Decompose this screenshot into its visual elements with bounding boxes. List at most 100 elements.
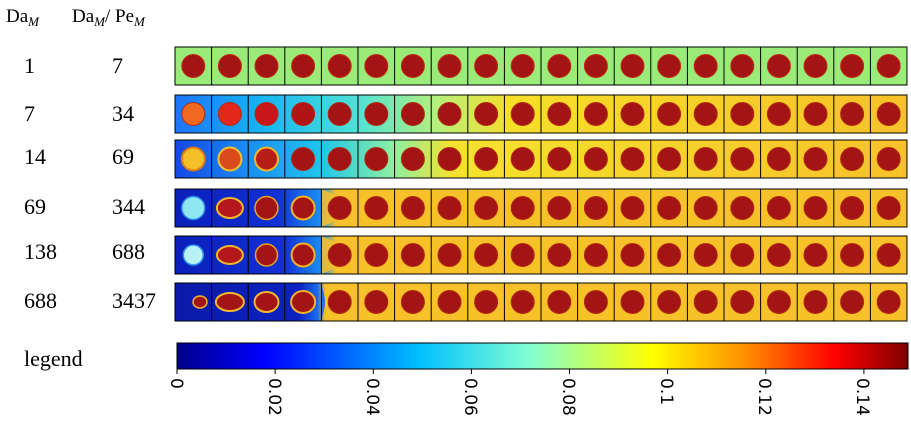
row-4-ratio: 344 [112,194,145,219]
row-1-grain [327,54,352,78]
row-4-grain [290,195,316,221]
row-4-grain [400,196,425,220]
row-5-grain [583,243,608,267]
row-6-grain [766,290,791,314]
row-1-grain [547,54,572,78]
row-4-grain [583,196,608,220]
row-4-grain [730,196,755,220]
header-da-sub: M [28,14,39,29]
row-5-grain [215,245,244,265]
row-2-grain [400,102,425,126]
row-6-grain [876,290,901,314]
row-2-grain [620,102,645,126]
colorbar: 0 0.02 0.04 0.06 0.08 0.1 0.12 0.14 [166,342,909,416]
header-ratio-sep: / Pe [105,6,135,27]
colorbar-tick-label: 0.08 [558,378,578,416]
row-1-grain [474,54,499,78]
row-4-grain [876,196,901,220]
row-6-channel [174,282,908,322]
row-2-grain [510,102,535,126]
row-5-grain [547,243,572,267]
row-2-grain [693,102,718,126]
row-4-channel [174,188,908,228]
row-3-grain [803,147,828,171]
row-2-grain [840,102,865,126]
row-1-grain [291,54,316,78]
row-2-grain [730,102,755,126]
row-2-grain [474,102,499,126]
row-2-grain [766,102,791,126]
row-2-grain [181,102,206,126]
row-1-grain [217,54,242,78]
row-5-grain [400,243,425,267]
row-6-grain [840,290,865,314]
row-6-grain [474,290,499,314]
header-ratio-sub: M [94,14,105,29]
header-da-pe: DaM/ PeM [72,6,145,30]
row-3-ratio: 69 [112,144,134,169]
row-1-grain [693,54,718,78]
colorbar-gradient [176,342,909,370]
row-4-grain [510,196,535,220]
header-ratio-base: Da [72,6,95,27]
colorbar-tick-label: 0.1 [656,378,676,405]
row-6-plume [321,284,325,320]
row-5-grain [840,243,865,267]
row-3-grain [474,147,499,171]
row-5-grain [693,243,718,267]
row-3-grain [364,147,389,171]
row-1-channel [174,46,908,86]
row-6-grain [547,290,572,314]
row-2-grain [547,102,572,126]
row-4-grain [254,195,279,221]
colorbar-tick-label: 0.12 [754,378,774,416]
row-3-channel [174,139,908,179]
row-3-grain [291,147,316,171]
row-6-ratio: 3437 [112,288,156,313]
row-4-grain [620,196,645,220]
row-4-grain [657,196,682,220]
row-5-grain [364,243,389,267]
row-3-grain [327,147,352,171]
row-1-grain [181,54,206,78]
colorbar-tick-label: 0.06 [460,378,480,416]
row-1-grain [657,54,682,78]
row-5-grain [290,242,316,268]
row-3-da: 14 [24,144,46,169]
row-5-grain [182,244,205,266]
row-5-grain [474,243,499,267]
row-5-ratio: 688 [112,239,145,264]
row-6-grain [620,290,645,314]
row-4-grain [215,197,244,219]
row-4-grain [474,196,499,220]
row-4-da: 69 [24,194,46,219]
row-6-grain [730,290,755,314]
row-3-grain [840,147,865,171]
row-6-grain [290,290,317,314]
row-3-grain [254,146,279,172]
row-2-grain [876,102,901,126]
row-6-grain [510,290,535,314]
row-1-grain [254,54,279,78]
row-5-da: 138 [24,239,57,264]
row-6-grain [364,290,389,314]
row-1-da: 1 [24,53,35,78]
row-3-grain [180,146,206,172]
row-1-grain [803,54,828,78]
header-da: DaM [6,6,39,30]
row-2-grain [327,102,352,126]
row-1-grain [510,54,535,78]
row-3-grain [766,147,791,171]
row-1-grain [437,54,462,78]
row-1-grain [840,54,865,78]
row-6-grain [253,291,280,313]
row-4-grain [547,196,572,220]
row-5-grain [803,243,828,267]
colorbar-tick-label: 0.14 [852,378,872,416]
row-5-grain [657,243,682,267]
row-2-channel [174,94,908,134]
row-4-grain [803,196,828,220]
row-2-da: 7 [24,101,35,126]
row-5-channel [174,235,908,275]
row-5-grain [254,243,279,267]
